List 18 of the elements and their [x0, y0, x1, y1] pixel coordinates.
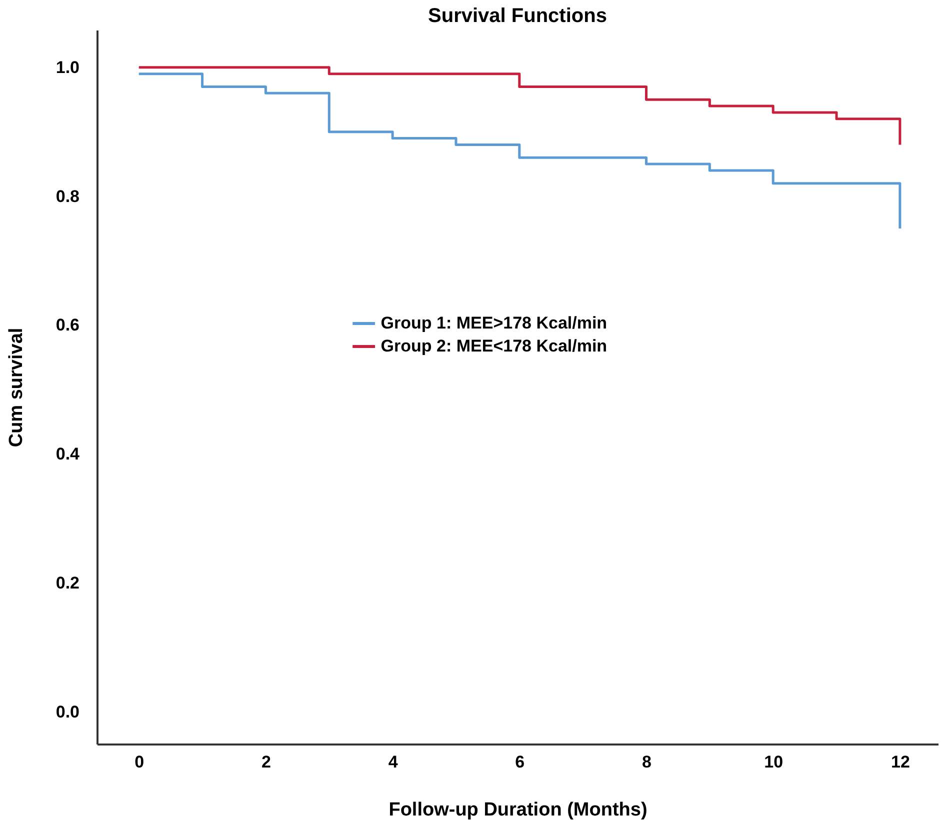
x-axis-title: Follow-up Duration (Months) — [388, 800, 648, 820]
y-tick-label: 0.8 — [56, 186, 80, 206]
x-tick-label: 10 — [764, 752, 784, 772]
x-tick-label: 8 — [642, 752, 652, 772]
x-tick-label: 12 — [890, 752, 910, 772]
y-tick-label: 0.0 — [56, 702, 80, 722]
y-tick-label: 1.0 — [56, 58, 80, 77]
legend-label: Group 1: MEE>178 Kcal/min — [380, 314, 608, 332]
x-tick-label: 2 — [261, 752, 271, 772]
x-tick-label: 0 — [134, 752, 144, 772]
x-tick-label: 4 — [388, 752, 398, 772]
y-tick-label: 0.2 — [56, 573, 80, 592]
y-axis-title: Cum survival — [6, 328, 27, 448]
chart-title: Survival Functions — [428, 5, 607, 27]
y-tick-label: 0.4 — [56, 444, 80, 464]
legend-label: Group 2: MEE<178 Kcal/min — [380, 336, 608, 356]
y-tick-label: 0.6 — [56, 316, 80, 335]
x-tick-label: 6 — [515, 752, 525, 772]
